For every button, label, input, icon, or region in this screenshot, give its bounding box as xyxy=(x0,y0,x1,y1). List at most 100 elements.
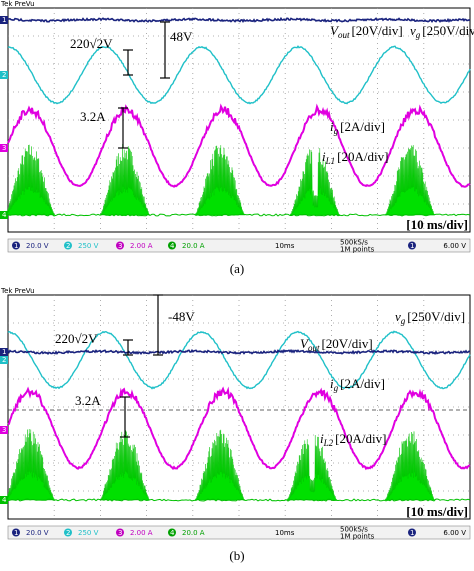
channel-marker-label: 3 xyxy=(2,426,6,434)
panel-caption: (a) xyxy=(230,261,244,276)
signal-subscript: L2 xyxy=(323,438,334,448)
status-bar xyxy=(7,238,471,253)
grid-current-wave xyxy=(7,103,471,188)
signal-label: vg[250V/div] xyxy=(395,309,465,326)
channel-marker xyxy=(0,211,8,219)
status-channel-num: 4 xyxy=(170,242,175,250)
status-trigger-icon xyxy=(408,528,416,537)
status-channel-scale: 2.00 A xyxy=(130,529,153,537)
signal-symbol: i xyxy=(330,119,334,134)
channel-marker-label: 2 xyxy=(2,356,6,364)
dc-label: -48V xyxy=(168,309,195,324)
inductor-current-burst xyxy=(286,435,338,501)
signal-symbol: V xyxy=(330,23,340,38)
peak-label: 220√2V xyxy=(55,331,98,346)
signal-scale: [2A/div] xyxy=(340,376,385,391)
channel-marker xyxy=(0,144,8,152)
channel-marker-label: 4 xyxy=(2,496,7,504)
status-time: 10ms xyxy=(275,529,295,537)
grid-voltage-wave xyxy=(7,45,471,105)
status-trigger-icon xyxy=(408,241,416,250)
inductor-current-burst xyxy=(384,145,436,216)
panel-caption: (b) xyxy=(229,548,244,563)
status-channel-icon xyxy=(12,241,20,250)
status-trigger-ch: 1 xyxy=(410,242,414,250)
inductor-current-burst xyxy=(4,428,56,501)
status-channel-scale: 20.0 A xyxy=(182,242,205,250)
status-channel-scale: 250 V xyxy=(78,242,99,250)
signal-scale: [20A/div] xyxy=(337,149,388,164)
signal-symbol: V xyxy=(300,336,310,351)
timebase-label: [10 ms/div] xyxy=(406,217,468,232)
status-trigger-level: 6.00 V xyxy=(443,242,466,250)
timebase-label: [10 ms/div] xyxy=(406,504,468,519)
signal-label: Vout [20V/div] xyxy=(330,23,403,40)
status-points: 1M points xyxy=(340,533,375,541)
inductor-current-burst xyxy=(194,145,246,216)
signal-scale: [250V/div] xyxy=(407,309,465,324)
status-channel-num: 1 xyxy=(14,242,18,250)
signal-symbol: i xyxy=(320,431,324,446)
status-channel-scale: 2.00 A xyxy=(130,242,153,250)
signal-symbol: i xyxy=(322,149,326,164)
status-channel-icon xyxy=(64,528,72,537)
signal-scale: [20A/div] xyxy=(335,431,386,446)
status-channel-scale: 250 V xyxy=(78,529,99,537)
signal-subscript: g xyxy=(334,126,339,136)
status-channel-num: 1 xyxy=(14,529,18,537)
channel-marker xyxy=(0,496,8,504)
status-rate: 500kS/s xyxy=(340,239,368,247)
signal-label: iL1 [20A/div] xyxy=(322,149,388,166)
channel-marker xyxy=(0,426,8,434)
signal-label: ig [2A/div] xyxy=(330,376,385,393)
inductor-current-baseline xyxy=(7,498,471,502)
peak-label: 220√2V xyxy=(70,36,113,51)
status-channel-num: 2 xyxy=(66,242,70,250)
channel-marker xyxy=(0,16,8,24)
status-trigger-level: 6.00 V xyxy=(443,529,466,537)
inductor-current-baseline xyxy=(7,213,471,217)
status-channel-scale: 20.0 V xyxy=(26,242,49,250)
current-label: 3.2A xyxy=(75,393,101,408)
status-channel-num: 3 xyxy=(118,242,122,250)
status-rate: 500kS/s xyxy=(340,526,368,534)
output-voltage-trace xyxy=(7,16,471,24)
scope-panel: Tek PreVu 1 2 3 4 48V 220√2V 3.2A Vout [20V/div] v… xyxy=(0,0,474,276)
inductor-current-burst xyxy=(4,144,56,216)
signal-symbol: i xyxy=(330,376,334,391)
current-label: 3.2A xyxy=(80,109,106,124)
status-trigger-ch: 1 xyxy=(410,529,414,537)
status-time: 10ms xyxy=(275,242,295,250)
signal-subscript: g xyxy=(401,316,406,326)
status-points: 1M points xyxy=(340,246,375,254)
status-channel-num: 3 xyxy=(118,529,122,537)
status-channel-scale: 20.0 A xyxy=(182,529,205,537)
signal-subscript: out xyxy=(338,30,350,40)
status-channel-icon xyxy=(168,241,176,250)
channel-marker xyxy=(0,348,8,356)
channel-marker-label: 3 xyxy=(2,144,6,152)
signal-subscript: L1 xyxy=(325,156,336,166)
signal-subscript: g xyxy=(416,30,421,40)
signal-symbol: v xyxy=(410,23,416,38)
signal-label: vg[250V/div] xyxy=(410,23,474,40)
signal-scale: [20V/div] xyxy=(351,23,402,38)
inductor-current-burst xyxy=(384,431,436,501)
signal-label: ig [2A/div] xyxy=(330,119,385,136)
dc-label: 48V xyxy=(170,29,193,44)
inductor-current-burst xyxy=(289,148,341,216)
signal-scale: [20V/div] xyxy=(321,336,372,351)
status-channel-num: 4 xyxy=(170,529,175,537)
signal-label: iL2 [20A/div] xyxy=(320,431,386,448)
scope-header: Tek PreVu xyxy=(0,0,35,8)
inductor-current-burst xyxy=(99,144,151,216)
status-channel-icon xyxy=(116,241,124,250)
status-channel-icon xyxy=(116,528,124,537)
status-bar xyxy=(7,525,471,540)
scope-header: Tek PreVu xyxy=(0,287,35,295)
output-voltage-trace xyxy=(7,348,471,356)
channel-marker-label: 2 xyxy=(2,71,6,79)
signal-subscript: g xyxy=(334,383,339,393)
